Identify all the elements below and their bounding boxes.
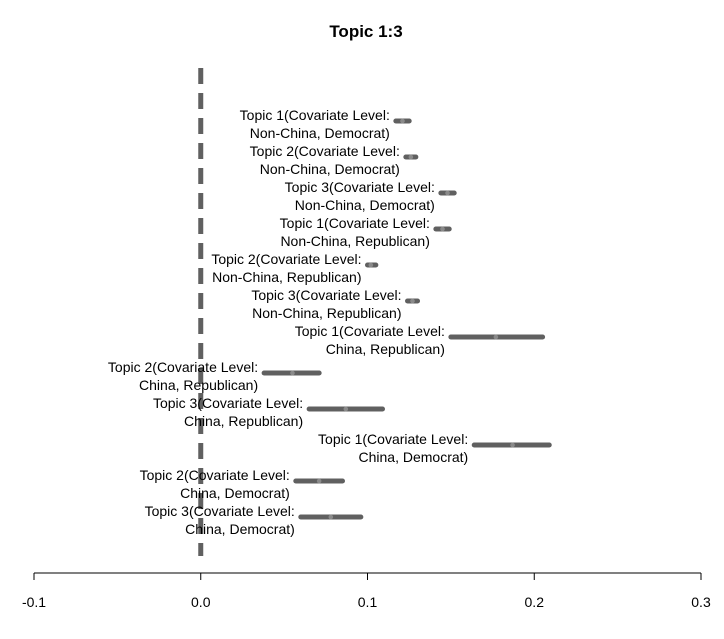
estimate-label-line1: Topic 2(Covariate Level:: [211, 251, 361, 267]
chart-title: Topic 1:3: [329, 22, 402, 41]
estimate-label: Topic 2(Covariate Level: Non-China, Repub…: [211, 251, 361, 285]
estimate-label: Topic 3(Covariate Level: China, Republica…: [153, 395, 303, 429]
estimate-label: Topic 1(Covariate Level: Non-China, Democ…: [240, 107, 390, 141]
estimate-label: Topic 2(Covariate Level: China, Democrat): [140, 467, 290, 501]
estimate-label-line2: Non-China, Republican): [280, 233, 429, 249]
x-tick-label: 0.1: [358, 594, 378, 610]
estimate-label-line2: Non-China, Democrat): [250, 125, 390, 141]
estimate-label: Topic 1(Covariate Level: Non-China, Repub…: [280, 215, 430, 249]
estimate-label: Topic 3(Covariate Level: Non-China, Democ…: [285, 179, 435, 213]
point-estimate: [328, 514, 334, 520]
point-estimate: [493, 334, 499, 340]
point-estimate: [368, 262, 374, 268]
estimate-label-line2: China, Republican): [184, 413, 303, 429]
estimate-label: Topic 1(Covariate Level: China, Democrat): [318, 431, 468, 465]
estimate-label-line1: Topic 1(Covariate Level:: [280, 215, 430, 231]
estimate-label-line1: Topic 2(Covariate Level:: [250, 143, 400, 159]
point-estimate: [440, 226, 445, 232]
x-tick-label: -0.1: [22, 594, 46, 610]
point-estimate: [343, 406, 349, 412]
estimate-label-line1: Topic 1(Covariate Level:: [240, 107, 390, 123]
estimate-label-line2: Non-China, Republican): [212, 269, 361, 285]
estimate-label-line1: Topic 1(Covariate Level:: [318, 431, 468, 447]
estimate-label-line2: Non-China, Democrat): [295, 197, 435, 213]
estimate-label-line2: China, Democrat): [359, 449, 469, 465]
estimate-label-line2: Non-China, Democrat): [260, 161, 400, 177]
estimate-label-line1: Topic 3(Covariate Level:: [251, 287, 401, 303]
estimate-labels: Topic 1(Covariate Level: Non-China, Democ…: [108, 107, 468, 537]
x-tick-label: 0.2: [525, 594, 545, 610]
point-estimate: [408, 154, 414, 160]
point-estimate: [400, 118, 405, 124]
estimate-label-line1: Topic 2(Covariate Level:: [140, 467, 290, 483]
estimate-label-line1: Topic 2(Covariate Level:: [108, 359, 258, 375]
point-estimate: [410, 298, 415, 304]
estimate-label-line2: China, Democrat): [185, 521, 295, 537]
estimate-label: Topic 3(Covariate Level: China, Democrat): [145, 503, 295, 537]
point-estimate: [316, 478, 322, 484]
estimate-label: Topic 2(Covariate Level: China, Republica…: [108, 359, 258, 393]
estimate-label-line1: Topic 3(Covariate Level:: [145, 503, 295, 519]
estimate-label-line1: Topic 1(Covariate Level:: [295, 323, 445, 339]
estimate-label-line2: Non-China, Republican): [252, 305, 401, 321]
estimate-label-line1: Topic 3(Covariate Level:: [285, 179, 435, 195]
estimate-label: Topic 1(Covariate Level: China, Republica…: [295, 323, 445, 357]
estimate-label-line2: China, Republican): [139, 377, 258, 393]
estimate-label: Topic 3(Covariate Level: Non-China, Repub…: [251, 287, 401, 321]
x-axis-ticks: -0.1 0.0 0.1 0.2 0.3: [22, 573, 711, 610]
point-estimate: [290, 370, 295, 376]
point-estimate: [510, 442, 515, 448]
estimates: [261, 118, 552, 520]
x-tick-label: 0.0: [191, 594, 211, 610]
estimate-label-line2: China, Republican): [326, 341, 445, 357]
point-estimate: [445, 190, 450, 196]
estimate-label-line1: Topic 3(Covariate Level:: [153, 395, 303, 411]
estimate-label-line2: China, Democrat): [180, 485, 290, 501]
estimate-label: Topic 2(Covariate Level: Non-China, Democ…: [250, 143, 400, 177]
x-tick-label: 0.3: [691, 594, 711, 610]
